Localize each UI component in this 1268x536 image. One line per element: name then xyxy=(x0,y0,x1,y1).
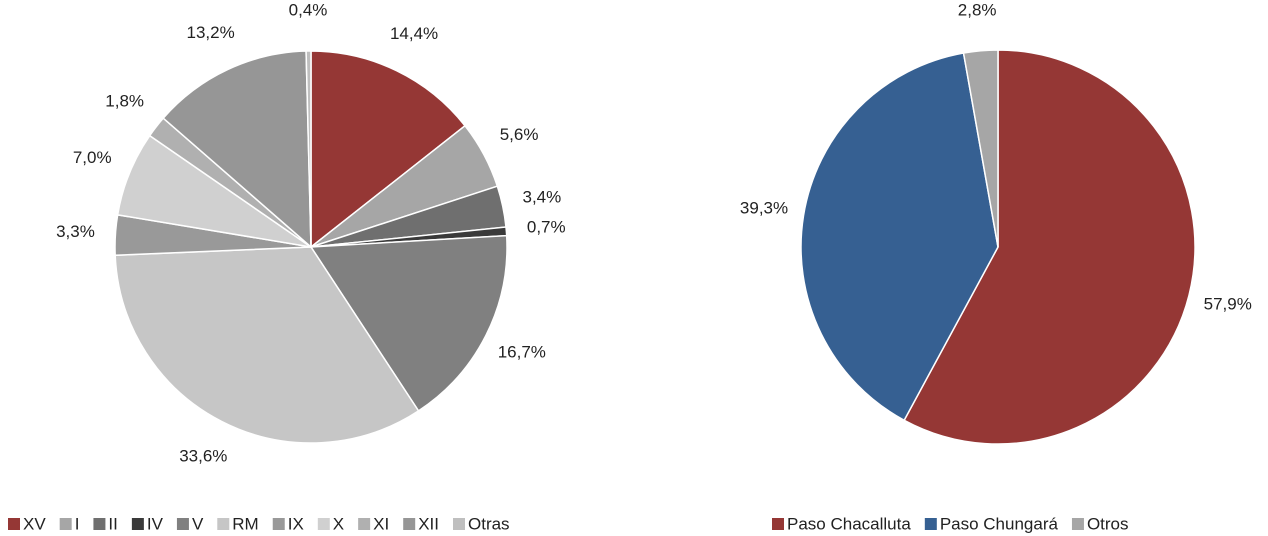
legend-swatch xyxy=(924,518,937,530)
legend-swatch xyxy=(59,518,72,530)
pie-slice xyxy=(310,50,467,249)
legend-label: V xyxy=(192,514,204,533)
legend-label: IX xyxy=(288,514,304,533)
legend-swatch xyxy=(358,518,371,530)
data-label: 14,4% xyxy=(390,24,438,43)
legend-label: XV xyxy=(23,514,46,533)
legend-swatch xyxy=(772,518,784,530)
data-label: 2,8% xyxy=(958,0,997,19)
legend-swatch xyxy=(93,518,106,530)
legend-label: Otros xyxy=(1087,514,1129,533)
pie-slice xyxy=(962,49,999,248)
legend-label: IV xyxy=(147,514,164,533)
legend-label: XI xyxy=(373,514,389,533)
legend-swatch xyxy=(217,518,230,530)
data-label: 16,7% xyxy=(498,343,546,362)
data-label: 1,8% xyxy=(105,92,144,111)
pie-slice xyxy=(305,50,312,248)
pie-slice xyxy=(800,52,999,422)
data-label: 0,7% xyxy=(527,218,566,237)
data-label: 7,0% xyxy=(73,148,112,167)
legend-swatch xyxy=(131,518,144,530)
legend-swatch xyxy=(1071,518,1084,530)
data-label: 5,6% xyxy=(500,125,539,144)
data-label: 0,4% xyxy=(289,1,328,20)
data-label: 57,9% xyxy=(1204,295,1252,314)
data-label: 3,4% xyxy=(523,188,562,207)
legend-swatch xyxy=(317,518,330,530)
legend-swatch xyxy=(403,518,416,530)
legend-swatch xyxy=(8,518,20,530)
data-label: 33,6% xyxy=(179,446,227,465)
data-label: 13,2% xyxy=(187,23,235,42)
legend-label: I xyxy=(75,514,80,533)
data-label: 3,3% xyxy=(56,222,95,241)
legend-label: XII xyxy=(418,514,439,533)
legend-swatch xyxy=(272,518,285,530)
legend-label: II xyxy=(108,514,117,533)
legend-label: Otras xyxy=(468,514,510,533)
legend-label: X xyxy=(333,514,344,533)
pie-slice xyxy=(114,246,420,444)
legend-swatch xyxy=(453,518,465,530)
legend-label: Paso Chacalluta xyxy=(787,514,911,533)
data-label: 39,3% xyxy=(740,199,788,218)
pie-slice xyxy=(903,49,1196,445)
legend-label: RM xyxy=(232,514,258,533)
pie-slice xyxy=(162,50,312,249)
pie-slice xyxy=(309,234,508,412)
legend-swatch xyxy=(176,518,189,530)
legend-label: Paso Chungará xyxy=(940,514,1059,533)
